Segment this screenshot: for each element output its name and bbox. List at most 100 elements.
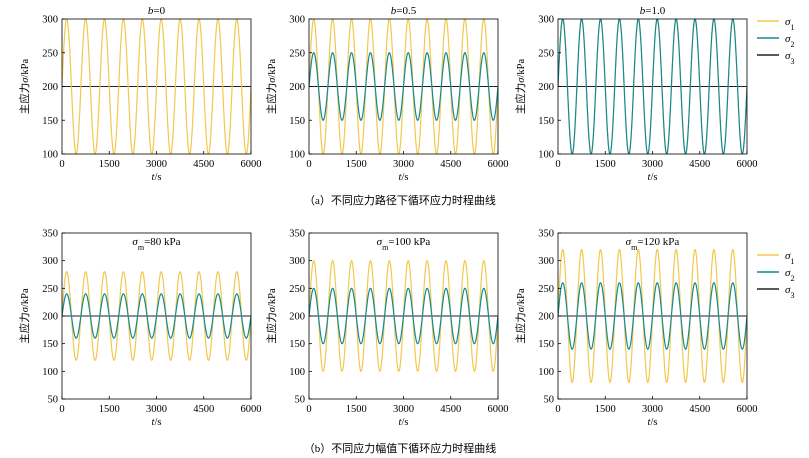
y-axis-label: 主应力σ/kPa: [265, 58, 278, 114]
x-tick-label: 1500: [99, 159, 120, 170]
y-tick-label: 300: [289, 15, 305, 26]
caption-a: （a）不同应力路径下循环应力时程曲线: [304, 193, 496, 207]
legend-label-sigma1: σ1: [785, 16, 794, 32]
y-tick-label: 50: [48, 395, 59, 406]
y-tick-label: 100: [42, 367, 58, 378]
y-tick-label: 150: [289, 339, 305, 350]
series-line-sigma1: [62, 19, 251, 154]
x-tick-label: 3000: [642, 159, 663, 170]
x-tick-label: 4500: [689, 159, 710, 170]
y-tick-label: 300: [538, 15, 554, 26]
y-tick-label: 200: [538, 82, 554, 93]
y-tick-label: 200: [42, 312, 58, 323]
x-tick-label: 6000: [241, 159, 262, 170]
x-tick-label: 3000: [146, 404, 167, 415]
legend-label-sigma2: σ2: [785, 267, 794, 283]
y-axis-label: 主应力σ/kPa: [514, 58, 527, 114]
x-axis-label: t/s: [648, 417, 658, 428]
legend-label-sigma2: σ2: [785, 33, 794, 49]
x-tick-label: 6000: [488, 404, 509, 415]
caption-b: （b）不同应力幅值下循环应力时程曲线: [304, 441, 497, 455]
chart-title: σm=120 kPa: [626, 236, 680, 252]
x-axis-label: t/s: [152, 172, 162, 183]
x-tick-label: 3000: [393, 404, 414, 415]
y-tick-label: 100: [289, 367, 305, 378]
x-tick-label: 1500: [346, 404, 367, 415]
y-axis-label: 主应力σ/kPa: [18, 58, 31, 114]
x-tick-label: 1500: [595, 159, 616, 170]
y-tick-label: 150: [42, 339, 58, 350]
x-tick-label: 0: [306, 159, 311, 170]
chart-panel-3: 0 1500 3000 4500 6000 100 150 200 250 300 t/s 主应力σ/…: [514, 5, 794, 183]
chart-panel-4: 0 1500 3000 4500 6000 50 100 150 200 250 300 350 t/s…: [18, 229, 262, 429]
y-tick-label: 250: [538, 48, 554, 59]
y-tick-label: 150: [538, 339, 554, 350]
x-axis-label: t/s: [399, 417, 409, 428]
series-line-sigma2: [558, 282, 747, 350]
chart-panel-5: 0 1500 3000 4500 6000 50 100 150 200 250 300 350 t/s…: [265, 229, 509, 429]
chart-title: b=0.5: [391, 5, 417, 17]
x-tick-label: 3000: [642, 404, 663, 415]
chart-panel-6: 0 1500 3000 4500 6000 50 100 150 200 250 300 350 t/s…: [514, 229, 794, 429]
x-tick-label: 1500: [595, 404, 616, 415]
y-tick-label: 350: [289, 229, 305, 240]
y-tick-label: 50: [544, 395, 555, 406]
x-tick-label: 4500: [193, 404, 214, 415]
x-tick-label: 1500: [99, 404, 120, 415]
y-tick-label: 250: [42, 284, 58, 295]
series-line-sigma2: [309, 52, 498, 121]
y-tick-label: 150: [42, 116, 58, 127]
y-tick-label: 250: [289, 284, 305, 295]
y-tick-label: 250: [538, 284, 554, 295]
x-tick-label: 4500: [440, 159, 461, 170]
y-tick-label: 150: [538, 116, 554, 127]
chart-title: σm=100 kPa: [377, 236, 431, 252]
y-tick-label: 100: [289, 150, 305, 161]
x-tick-label: 0: [59, 404, 64, 415]
y-tick-label: 200: [42, 82, 58, 93]
x-tick-label: 6000: [737, 159, 758, 170]
series-line-sigma2: [558, 19, 747, 154]
x-tick-label: 4500: [440, 404, 461, 415]
y-tick-label: 150: [289, 116, 305, 127]
y-tick-label: 250: [289, 48, 305, 59]
y-tick-label: 300: [42, 15, 58, 26]
x-tick-label: 3000: [146, 159, 167, 170]
chart-title: b=0: [148, 5, 166, 17]
chart-title: σm=80 kPa: [132, 236, 180, 252]
x-axis-label: t/s: [648, 172, 658, 183]
y-tick-label: 250: [42, 48, 58, 59]
x-tick-label: 4500: [193, 159, 214, 170]
legend-label-sigma3: σ3: [785, 50, 794, 66]
y-tick-label: 350: [538, 229, 554, 240]
x-tick-label: 0: [59, 159, 64, 170]
y-tick-label: 200: [289, 82, 305, 93]
y-tick-label: 200: [289, 312, 305, 323]
x-tick-label: 4500: [689, 404, 710, 415]
x-tick-label: 0: [555, 159, 560, 170]
y-tick-label: 50: [295, 395, 306, 406]
series-line-sigma2: [62, 293, 251, 339]
x-axis-label: t/s: [152, 417, 162, 428]
y-axis-label: 主应力σ/kPa: [18, 288, 31, 344]
y-axis-label: 主应力σ/kPa: [265, 288, 278, 344]
y-tick-label: 300: [538, 256, 554, 267]
x-axis-label: t/s: [399, 172, 409, 183]
y-tick-label: 300: [289, 256, 305, 267]
x-tick-label: 6000: [737, 404, 758, 415]
y-tick-label: 200: [538, 312, 554, 323]
chart-panel-1: 0 1500 3000 4500 6000 100 150 200 250 300 t/s 主应力σ/…: [18, 5, 262, 183]
x-tick-label: 0: [306, 404, 311, 415]
x-tick-label: 0: [555, 404, 560, 415]
series-line-sigma2: [309, 287, 498, 345]
y-tick-label: 100: [42, 150, 58, 161]
y-tick-label: 100: [538, 367, 554, 378]
legend-label-sigma3: σ3: [785, 284, 794, 300]
x-tick-label: 6000: [488, 159, 509, 170]
y-tick-label: 300: [42, 256, 58, 267]
y-axis-label: 主应力σ/kPa: [514, 288, 527, 344]
x-tick-label: 3000: [393, 159, 414, 170]
x-tick-label: 6000: [241, 404, 262, 415]
legend-label-sigma1: σ1: [785, 250, 794, 266]
